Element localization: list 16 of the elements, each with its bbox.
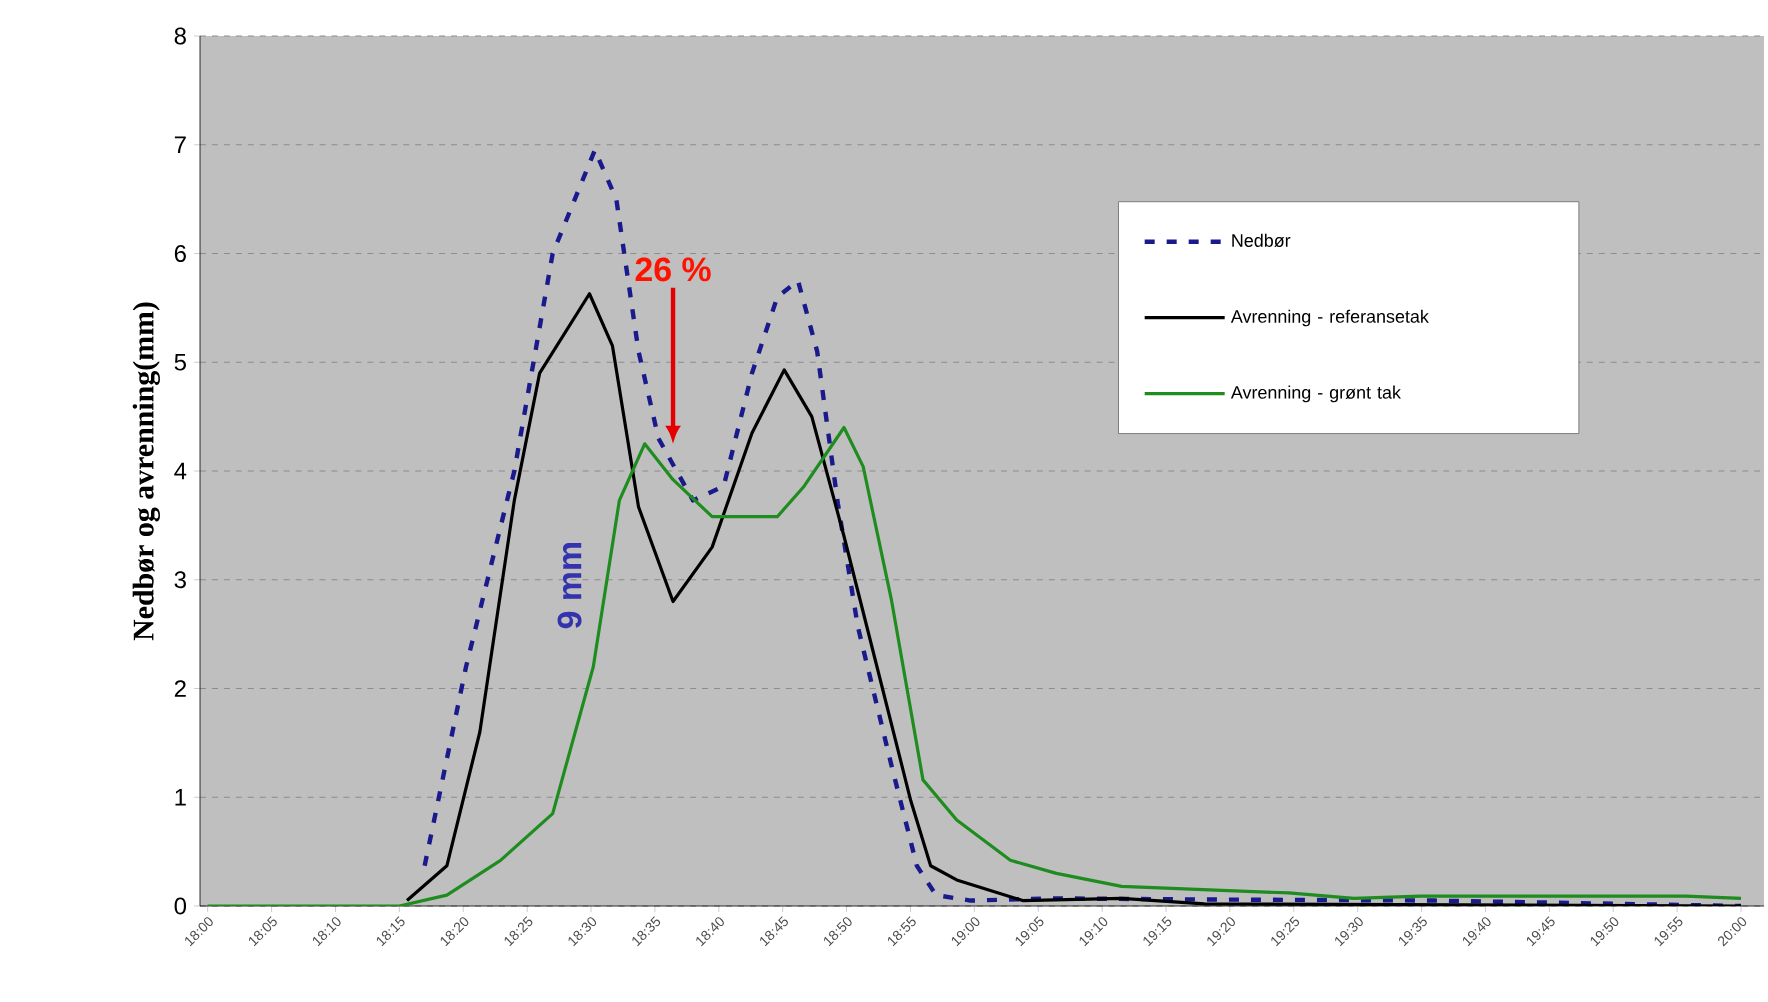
y-tick-label: 3 — [174, 571, 186, 589]
y-tick-label: 7 — [174, 136, 186, 153]
y-tick-label: 4 — [174, 462, 187, 480]
y-tick-label: 5 — [174, 353, 186, 371]
y-tick-label: 0 — [174, 897, 187, 915]
annotation: 26 % — [635, 257, 711, 282]
legend-label: Avrenning - grønt tak — [1230, 385, 1401, 403]
legend-label: Nedbør — [1232, 233, 1291, 248]
legend-label: Avrenning - referansetak — [1230, 309, 1429, 327]
y-tick-label: 6 — [174, 245, 186, 262]
line-series — [206, 425, 1743, 906]
y-tick-label: 8 — [174, 27, 186, 45]
y-tick-label: 2 — [174, 680, 186, 697]
annotation: 9 mm — [557, 543, 582, 629]
y-axis-title: Nedbør og avrenning(mm) — [132, 302, 160, 641]
y-tick-label: 1 — [175, 789, 186, 806]
